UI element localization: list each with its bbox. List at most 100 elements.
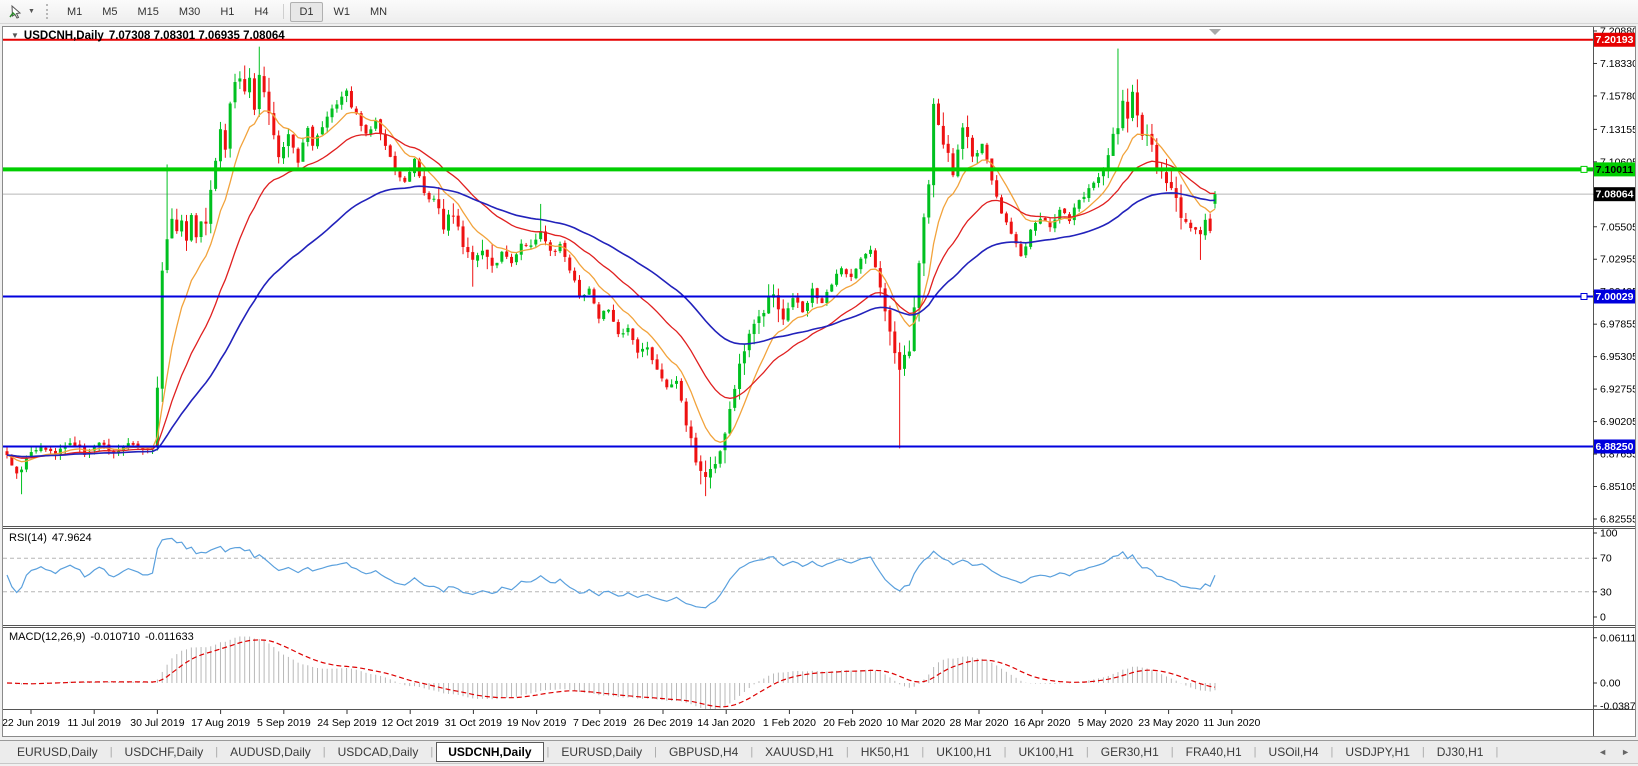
chart-tab-fra40-h1[interactable]: FRA40,H1 (1185, 745, 1242, 759)
chart-tab-eurusd-daily[interactable]: EURUSD,Daily (561, 745, 643, 759)
rsi-name: RSI(14) (9, 532, 47, 544)
rsi-line (6, 537, 1216, 609)
macd-main-value: -0.010710 (90, 631, 140, 643)
svg-text:6.97855: 6.97855 (1600, 319, 1635, 331)
timeframe-button-h4[interactable]: H4 (254, 5, 269, 18)
chart-tab-xauusd-h1[interactable]: XAUUSD,H1 (765, 745, 834, 759)
svg-text:7.20193: 7.20193 (1596, 34, 1634, 46)
chart-tab-ger30-h1[interactable]: GER30,H1 (1100, 745, 1159, 759)
moving-average-medium (6, 132, 1215, 459)
timeframe-button-m1[interactable]: M1 (66, 5, 83, 18)
current-price-box (1594, 187, 1635, 202)
chart-tab-audusd-daily[interactable]: AUDUSD,Daily (230, 745, 311, 759)
chart-tab-usdcnh-daily[interactable]: USDCNH,Daily (436, 742, 544, 762)
tab-scroll-left-icon[interactable]: ◄ (1598, 747, 1608, 757)
tab-scroll-right-icon[interactable]: ► (1621, 747, 1630, 757)
svg-text:100: 100 (1600, 528, 1618, 540)
rsi-indicator-label: RSI(14) 47.9624 (9, 532, 92, 544)
macd-histogram (11, 636, 1216, 709)
svg-text:7.10011: 7.10011 (1596, 164, 1634, 176)
chart-tab-uk100-h1[interactable]: UK100,H1 (1018, 745, 1074, 759)
svg-text:6.92755: 6.92755 (1600, 384, 1635, 396)
timeframe-button-d1[interactable]: D1 (290, 1, 323, 22)
timeframe-button-mn[interactable]: MN (370, 5, 388, 18)
svg-text:17 Aug 2019: 17 Aug 2019 (191, 717, 250, 729)
tab-divider: | (322, 746, 326, 758)
svg-text:30 Jul 2019: 30 Jul 2019 (130, 717, 184, 729)
svg-text:7.13155: 7.13155 (1600, 124, 1635, 136)
line-handle (1580, 165, 1588, 173)
svg-text:30: 30 (1600, 586, 1612, 598)
price-axis: 7.208807.183307.157807.131557.106057.080… (1593, 27, 1635, 713)
tab-divider: | (750, 746, 754, 758)
chart-tool-button[interactable]: ▼ (4, 2, 40, 22)
chart-tab-usdchf-daily[interactable]: USDCHF,Daily (124, 745, 204, 759)
chart-tab-dj30-h1[interactable]: DJ30,H1 (1436, 745, 1484, 759)
svg-text:1 Feb 2020: 1 Feb 2020 (763, 717, 816, 729)
rsi-value: 47.9624 (51, 532, 92, 544)
chart-tab-eurusd-daily[interactable]: EURUSD,Daily (17, 745, 98, 759)
svg-text:24 Sep 2019: 24 Sep 2019 (317, 717, 377, 729)
chart-title-caret-icon[interactable]: ▼ (11, 31, 19, 40)
chart-tab-gbpusd-h4[interactable]: GBPUSD,H4 (668, 745, 739, 759)
moving-average-slow (6, 185, 1216, 458)
chart-window[interactable]: 7.208807.183307.157807.131557.106057.080… (2, 26, 1636, 737)
chart-symbol-label: USDCNH,Daily (23, 30, 104, 42)
tab-divider: | (1330, 746, 1334, 758)
tab-scroll-buttons: ◄ ► (1598, 747, 1630, 757)
svg-text:6.95305: 6.95305 (1600, 351, 1635, 363)
chart-tab-hk50-h1[interactable]: HK50,H1 (860, 745, 910, 759)
svg-text:0.061119: 0.061119 (1600, 632, 1635, 644)
chart-tab-usoil-h4[interactable]: USOil,H4 (1268, 745, 1319, 759)
macd-pane (6, 636, 1216, 709)
svg-text:31 Oct 2019: 31 Oct 2019 (445, 717, 502, 729)
price-label-boxes: 7.20193 7.10011 7.00029 6.88250 7.08064 (1594, 32, 1635, 454)
svg-text:11 Jul 2019: 11 Jul 2019 (67, 717, 121, 729)
svg-text:23 May 2020: 23 May 2020 (1138, 717, 1199, 729)
svg-text:5 Sep 2019: 5 Sep 2019 (257, 717, 311, 729)
chart-tab-usdjpy-h1[interactable]: USDJPY,H1 (1345, 745, 1410, 759)
svg-text:16 Apr 2020: 16 Apr 2020 (1014, 717, 1071, 729)
price-chart-canvas[interactable]: 7.208807.183307.157807.131557.106057.080… (3, 27, 1635, 736)
timeframe-button-h1[interactable]: H1 (220, 5, 235, 18)
toolbar-grip-handle[interactable] (45, 4, 49, 19)
tab-divider: | (546, 746, 550, 758)
chart-tab-usdcad-daily[interactable]: USDCAD,Daily (337, 745, 419, 759)
top-toolbar: ▼ M1 M5 M15 M30 H1 H4 D1 W1 MN (0, 0, 1638, 24)
timeframe-button-m30[interactable]: M30 (178, 5, 201, 18)
tab-divider: | (921, 746, 925, 758)
svg-text:12 Oct 2019: 12 Oct 2019 (382, 717, 439, 729)
tab-divider: | (1495, 746, 1499, 758)
svg-text:-0.038777: -0.038777 (1600, 701, 1635, 713)
chart-title: ▼ USDCNH,Daily 7.07308 7.08301 7.06935 7… (11, 30, 285, 42)
svg-text:7 Dec 2019: 7 Dec 2019 (573, 717, 627, 729)
toolbar-separator (283, 4, 285, 19)
chart-tabs: EURUSD,Daily | USDCHF,Daily | AUDUSD,Daily | U… (8, 742, 1498, 762)
chart-tab-uk100-h1[interactable]: UK100,H1 (936, 745, 992, 759)
timeframe-button-w1[interactable]: W1 (333, 5, 351, 18)
svg-text:28 Mar 2020: 28 Mar 2020 (950, 717, 1009, 729)
main-price-pane (3, 46, 1593, 497)
svg-text:19 Nov 2019: 19 Nov 2019 (507, 717, 567, 729)
svg-text:7.08064: 7.08064 (1596, 189, 1634, 201)
svg-text:7.15780: 7.15780 (1600, 90, 1635, 102)
svg-text:6.85105: 6.85105 (1600, 481, 1635, 493)
tab-divider: | (430, 746, 434, 758)
tab-divider: | (215, 746, 219, 758)
tab-divider: | (1421, 746, 1425, 758)
svg-text:7.00029: 7.00029 (1596, 291, 1634, 303)
timeframe-button-m5[interactable]: M5 (102, 5, 118, 18)
svg-text:10 Mar 2020: 10 Mar 2020 (886, 717, 945, 729)
tab-divider: | (109, 746, 113, 758)
chevron-down-icon[interactable]: ▼ (28, 8, 35, 15)
date-axis: 22 Jun 2019 11 Jul 2019 30 Jul 2019 17 Aug … (3, 710, 1260, 729)
tab-divider: | (1003, 746, 1007, 758)
tab-divider: | (1085, 746, 1089, 758)
svg-text:70: 70 (1600, 553, 1612, 565)
macd-indicator-label: MACD(12,26,9) -0.010710 -0.011633 (9, 631, 194, 643)
svg-text:11 Jun 2020: 11 Jun 2020 (1203, 717, 1260, 729)
svg-text:6.82555: 6.82555 (1600, 513, 1635, 525)
timeframe-button-m15[interactable]: M15 (137, 5, 159, 18)
chart-tabbar: EURUSD,Daily | USDCHF,Daily | AUDUSD,Daily | U… (0, 740, 1638, 764)
svg-text:7.18330: 7.18330 (1600, 58, 1635, 70)
